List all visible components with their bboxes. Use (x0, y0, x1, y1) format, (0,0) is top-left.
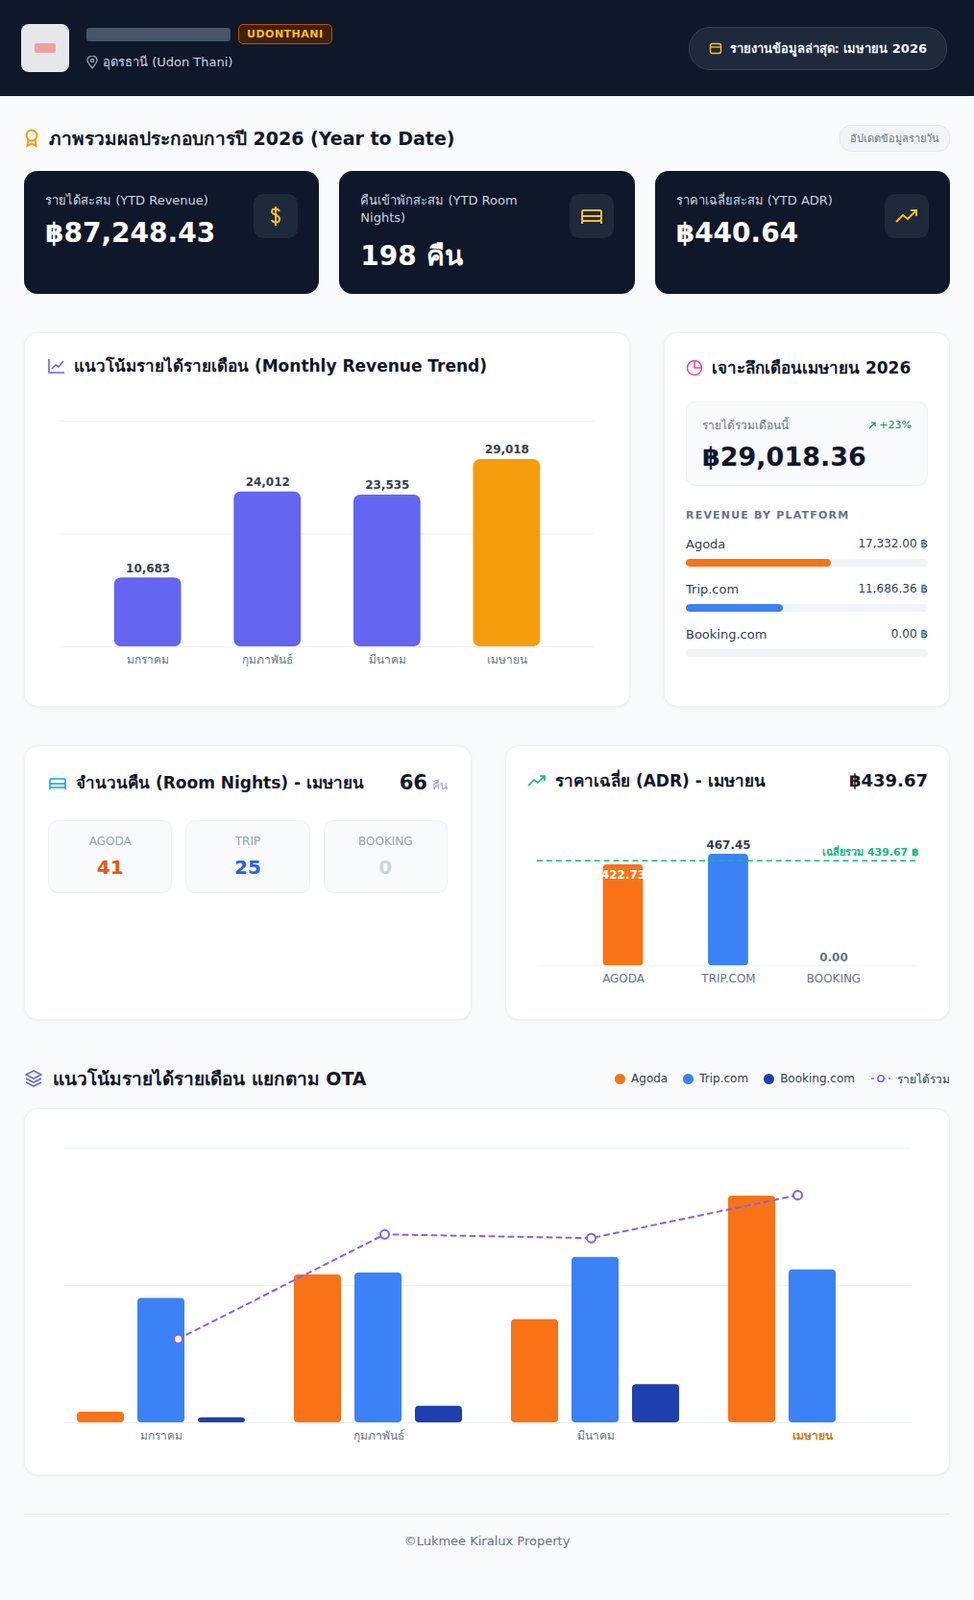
html-text:อุดรธานี (Udon Thani): อุดรธานี (Udon Thani) (102, 54, 233, 70)
html-text:คืนเข้าพักสะสม (YTD Room Night: คืนเข้าพักสะสม (YTD Room Nights) (360, 193, 518, 225)
html-text:รายงานข้อมูลล่าสุด: เมษายน 202: รายงานข้อมูลล่าสุด: เมษายน 2026 (729, 40, 927, 56)
html-text:Agoda: Agoda (631, 1071, 668, 1086)
svg-text:AGODA: AGODA (602, 972, 646, 986)
html-text:รายได้รวมเดือนนี้: รายได้รวมเดือนนี้ (702, 418, 789, 433)
html-text:฿29,018.36: ฿29,018.36 (702, 441, 867, 472)
svg-text:24,012: 24,012 (245, 475, 291, 489)
html-text:REVENUE BY PLATFORM: REVENUE BY PLATFORM (685, 509, 850, 522)
html-text:แนวโน้มรายได้รายเดือน (Monthly: แนวโน้มรายได้รายเดือน (Monthly Revenue T… (73, 356, 487, 376)
html-text:อัปเดตข้อมูลรายวัน: อัปเดตข้อมูลรายวัน (850, 132, 940, 146)
html-text:©Lukmee Kiralux Property: ©Lukmee Kiralux Property (404, 1534, 570, 1549)
svg-text:422.73: 422.73 (601, 868, 646, 882)
svg-text:มีนาคม: มีนาคม (577, 1429, 615, 1443)
html-text:฿439.67: ฿439.67 (849, 770, 928, 791)
html-text:฿87,248.43: ฿87,248.43 (45, 217, 216, 249)
html-text:UDONTHANI: UDONTHANI (246, 27, 324, 41)
svg-text:10,683: 10,683 (125, 561, 171, 576)
svg-text:29,018: 29,018 (485, 442, 530, 457)
html-text:0: 0 (378, 855, 393, 879)
svg-text:กุมภาพันธ์: กุมภาพันธ์ (353, 1429, 405, 1444)
html-text:Booking.com: Booking.com (685, 627, 767, 642)
html-text:แนวโน้มรายได้รายเดือน แยกตาม O: แนวโน้มรายได้รายเดือน แยกตาม OTA (52, 1068, 367, 1090)
svg-text:TRIP.COM: TRIP.COM (700, 972, 755, 986)
html-text:BOOKING: BOOKING (358, 834, 413, 849)
html-text:25: 25 (234, 855, 262, 879)
html-text:TRIP: TRIP (235, 834, 261, 849)
svg-text:กุมภาพันธ์: กุมภาพันธ์ (242, 653, 293, 667)
html-text:Trip.com: Trip.com (699, 1071, 749, 1086)
html-text:+23%: +23% (879, 418, 912, 432)
html-text:ราคาเฉลี่ย (ADR) - เมษายน: ราคาเฉลี่ย (ADR) - เมษายน (555, 771, 766, 791)
svg-text:เฉลี่ยรวม 439.67 ฿: เฉลี่ยรวม 439.67 ฿ (822, 844, 919, 859)
html-text:66 คืน: 66 คืน (399, 770, 448, 794)
svg-text:มีนาคม: มีนาคม (368, 653, 407, 667)
svg-text:เมษายน: เมษายน (487, 653, 528, 667)
html-text:17,332.00 ฿: 17,332.00 ฿ (858, 536, 928, 551)
html-text:Booking.com: Booking.com (780, 1071, 855, 1086)
html-text:รายได้รวม: รายได้รวม (897, 1072, 950, 1086)
svg-text:เมษายน: เมษายน (792, 1429, 834, 1443)
html-text:Agoda: Agoda (685, 536, 726, 552)
html-text:41: 41 (96, 855, 124, 879)
html-text:Trip.com: Trip.com (685, 582, 739, 597)
html-text:11,686.36 ฿: 11,686.36 ฿ (858, 582, 928, 596)
svg-text:มกราคม: มกราคม (140, 1429, 183, 1443)
svg-text:467.45: 467.45 (706, 838, 751, 853)
html-text:เจาะลึกเดือนเมษายน 2026: เจาะลึกเดือนเมษายน 2026 (711, 358, 911, 378)
html-text:ราคาเฉลี่ยสะสม (YTD ADR): ราคาเฉลี่ยสะสม (YTD ADR) (675, 193, 833, 208)
svg-text:0.00: 0.00 (819, 950, 848, 965)
html-text:฿440.64: ฿440.64 (675, 217, 799, 249)
html-text:198 คืน: 198 คืน (360, 240, 463, 273)
svg-text:BOOKING: BOOKING (806, 972, 861, 986)
svg-text:มกราคม: มกราคม (126, 653, 170, 667)
html-text:ภาพรวมผลประกอบการปี 2026 (Year: ภาพรวมผลประกอบการปี 2026 (Year to Date) (48, 127, 455, 149)
html-text:0.00 ฿: 0.00 ฿ (891, 627, 928, 641)
html-text:รายได้สะสม (YTD Revenue): รายได้สะสม (YTD Revenue) (45, 193, 209, 208)
html-text:จำนวนคืน (Room Nights) - เมษาย: จำนวนคืน (Room Nights) - เมษายน (75, 773, 365, 793)
html-text:AGODA: AGODA (89, 834, 132, 849)
svg-text:23,535: 23,535 (365, 478, 410, 492)
